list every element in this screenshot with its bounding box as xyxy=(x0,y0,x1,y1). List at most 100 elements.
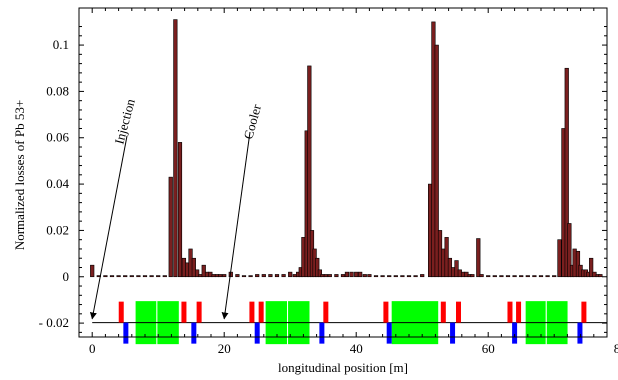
loss-bar xyxy=(420,274,424,276)
loss-bar xyxy=(526,276,530,277)
focusing-quadrupole xyxy=(441,302,446,323)
loss-bar xyxy=(486,276,490,277)
loss-bar xyxy=(374,276,378,277)
focusing-quadrupole xyxy=(323,302,328,323)
defocusing-quadrupole xyxy=(319,323,324,344)
defocusing-quadrupole xyxy=(255,323,260,344)
loss-bar xyxy=(558,240,562,277)
loss-bar xyxy=(345,272,349,277)
loss-bar xyxy=(387,276,391,277)
loss-bar xyxy=(599,274,603,276)
x-tick-label: 60 xyxy=(482,341,495,356)
loss-bar xyxy=(350,272,354,277)
defocusing-quadrupole xyxy=(387,323,392,344)
x-tick-label: 80 xyxy=(614,341,618,356)
focusing-quadrupole xyxy=(249,302,254,323)
loss-bar xyxy=(368,274,372,276)
loss-bar xyxy=(178,142,182,276)
loss-bar xyxy=(288,272,292,277)
focusing-quadrupole xyxy=(181,302,186,323)
x-axis-title: longitudinal position [m] xyxy=(278,360,408,375)
loss-bar xyxy=(269,274,273,276)
loss-bar xyxy=(539,276,543,277)
annotation-label: Cooler xyxy=(240,102,264,141)
y-tick-label: 0.1 xyxy=(53,37,69,52)
loss-bar xyxy=(477,239,481,277)
focusing-quadrupole xyxy=(197,302,202,323)
loss-bar xyxy=(552,276,556,277)
loss-bar xyxy=(117,276,121,277)
loss-bar xyxy=(480,274,484,276)
defocusing-quadrupole xyxy=(123,323,128,344)
loss-bar xyxy=(533,276,537,277)
annotation-arrow xyxy=(224,132,250,319)
loss-bar xyxy=(262,274,266,276)
annotation-arrow xyxy=(92,136,127,319)
loss-bar xyxy=(328,274,332,276)
focusing-quadrupole xyxy=(516,302,521,323)
plot-frame xyxy=(79,8,607,337)
loss-bar xyxy=(401,276,405,277)
loss-bar xyxy=(137,276,141,277)
loss-bar xyxy=(519,276,523,277)
loss-bar xyxy=(513,276,517,277)
x-tick-label: 40 xyxy=(350,341,363,356)
annotation-label: Injection xyxy=(111,97,138,146)
defocusing-quadrupole xyxy=(450,323,455,344)
loss-bar xyxy=(218,274,222,276)
loss-bar xyxy=(174,20,178,277)
loss-bar xyxy=(414,276,418,277)
loss-bar xyxy=(222,274,226,276)
loss-bar xyxy=(381,276,385,277)
y-tick-label: 0.06 xyxy=(46,130,69,145)
loss-bar xyxy=(130,276,134,277)
loss-bar xyxy=(249,276,253,277)
loss-bar xyxy=(150,276,154,277)
y-tick-label: - 0.02 xyxy=(39,315,69,330)
loss-bar xyxy=(358,272,362,277)
y-tick-label: 0.08 xyxy=(46,83,69,98)
loss-bar xyxy=(90,265,94,277)
focusing-quadrupole xyxy=(259,302,264,323)
focusing-quadrupole xyxy=(456,302,461,323)
focusing-quadrupole xyxy=(507,302,512,323)
loss-bar xyxy=(506,276,510,277)
loss-bar xyxy=(471,274,475,276)
loss-bar xyxy=(110,276,114,277)
loss-bar xyxy=(143,276,147,277)
loss-bar xyxy=(242,276,246,277)
loss-bar xyxy=(341,274,345,276)
focusing-quadrupole xyxy=(581,302,586,323)
loss-bar xyxy=(500,276,504,277)
loss-bar xyxy=(335,274,339,276)
loss-bars xyxy=(90,20,602,277)
magnet-lattice xyxy=(92,301,607,345)
loss-bar xyxy=(236,274,240,276)
x-tick-label: 0 xyxy=(89,341,96,356)
defocusing-quadrupole xyxy=(512,323,517,344)
loss-bar xyxy=(324,274,328,276)
loss-bar xyxy=(363,274,367,276)
loss-bar xyxy=(394,276,398,277)
loss-bar xyxy=(493,276,497,277)
loss-bar xyxy=(282,274,286,276)
x-tick-label: 20 xyxy=(218,341,231,356)
loss-bar xyxy=(275,274,279,276)
y-axis-title: Normalized losses of Pb 53+ xyxy=(12,100,27,250)
defocusing-quadrupole xyxy=(191,323,196,344)
focusing-quadrupole xyxy=(119,302,124,323)
loss-bar xyxy=(169,177,173,277)
defocusing-quadrupole xyxy=(577,323,582,344)
loss-bar xyxy=(104,276,108,277)
loss-bar xyxy=(163,276,167,277)
loss-bar xyxy=(546,276,550,277)
loss-bar xyxy=(255,274,259,276)
loss-bar xyxy=(407,276,411,277)
y-tick-label: 0.02 xyxy=(46,222,69,237)
loss-bar xyxy=(354,272,358,277)
loss-bar xyxy=(123,276,127,277)
y-tick-label: 0 xyxy=(63,269,70,284)
loss-bar xyxy=(156,276,160,277)
focusing-quadrupole xyxy=(383,302,388,323)
